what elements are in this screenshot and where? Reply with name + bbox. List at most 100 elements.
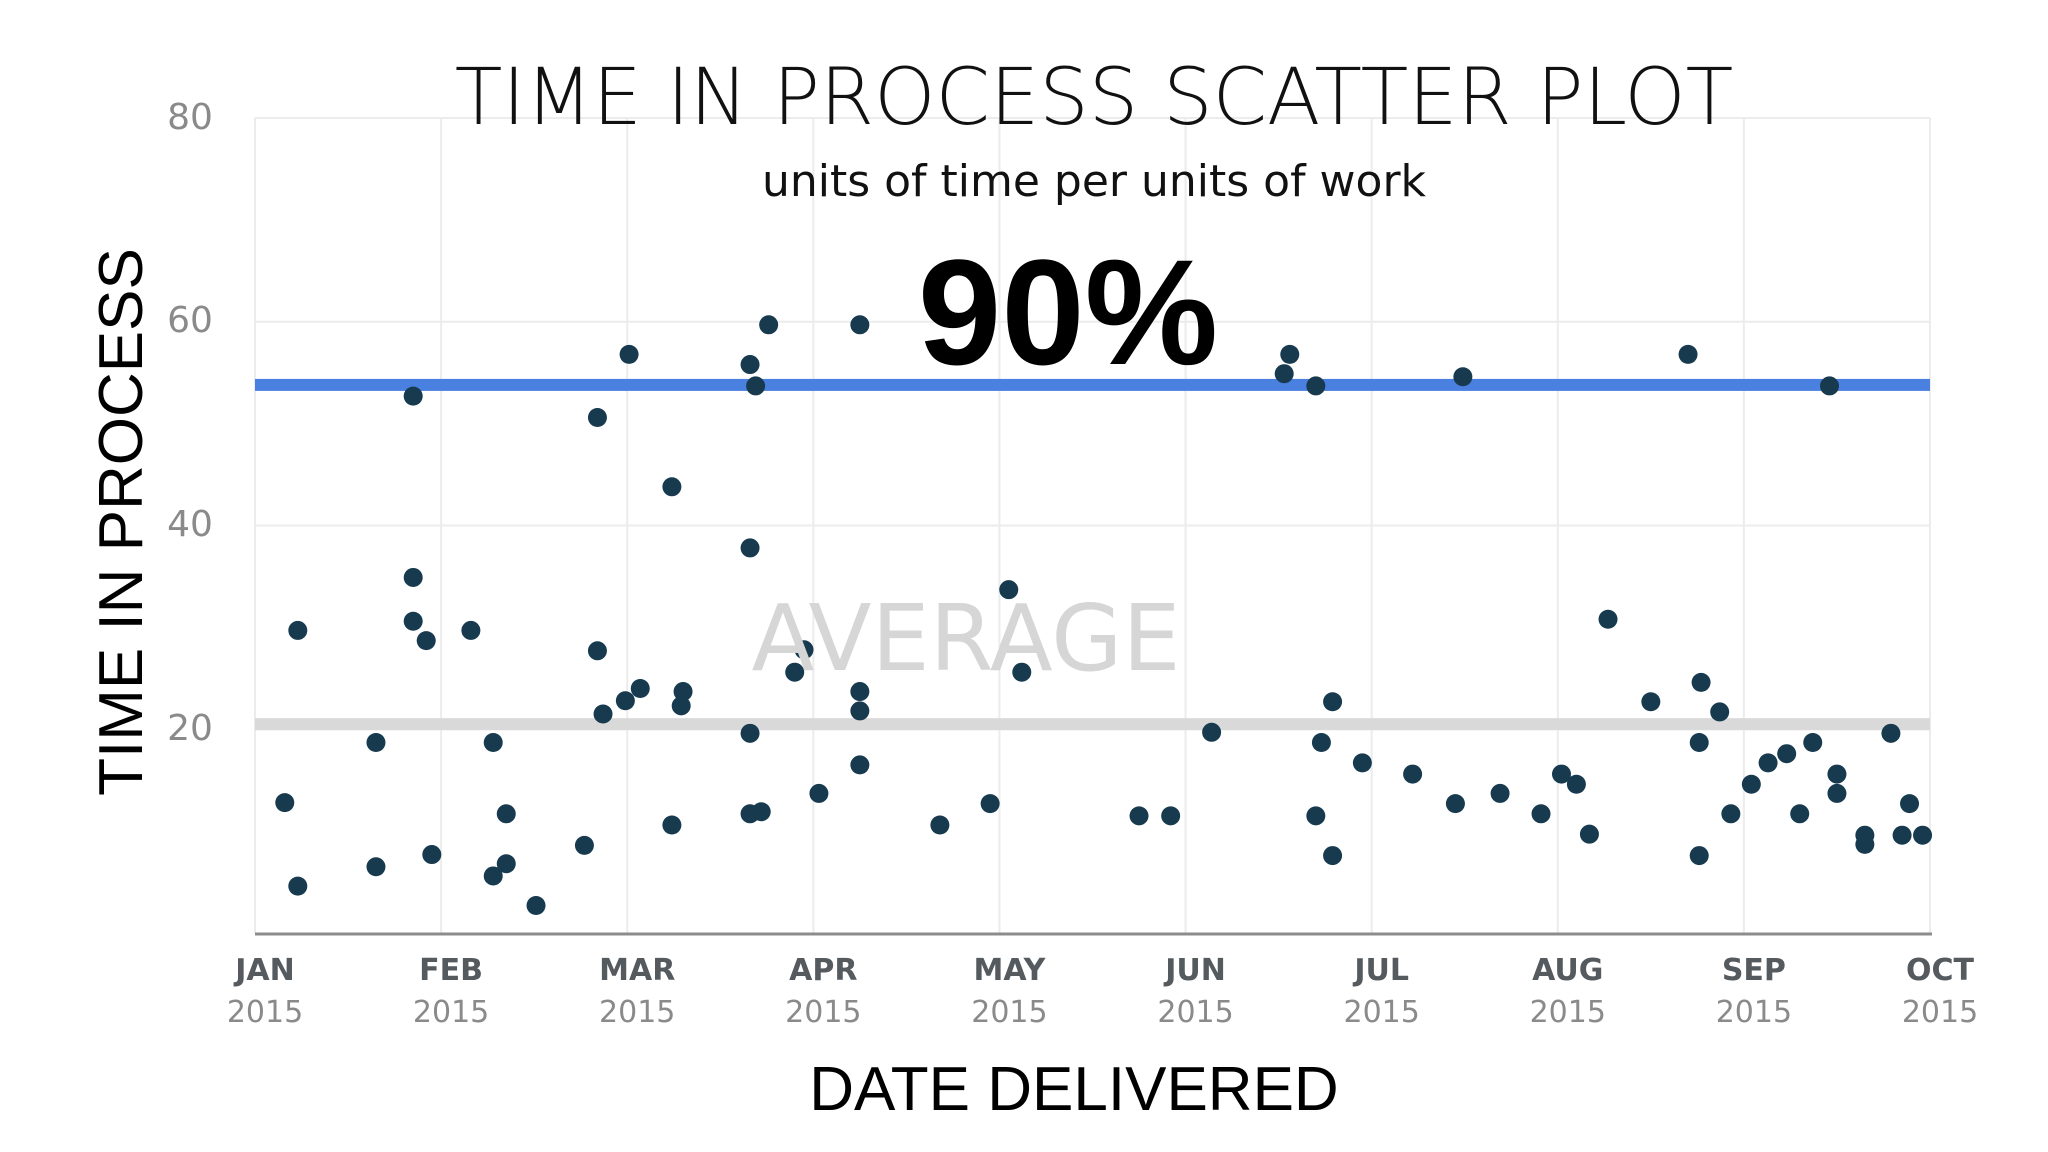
- x-axis-ticks: JAN 2015 FEB 2015 MAR 2015 APR 2015 MAY 2015 JUN 20…: [227, 953, 1978, 1030]
- data-point[interactable]: [496, 804, 516, 824]
- data-point[interactable]: [930, 815, 950, 835]
- data-point[interactable]: [526, 895, 546, 915]
- data-point[interactable]: [850, 682, 870, 702]
- data-point[interactable]: [403, 386, 423, 406]
- data-point[interactable]: [1758, 753, 1778, 773]
- data-point[interactable]: [483, 866, 503, 886]
- data-point[interactable]: [662, 477, 682, 497]
- data-point[interactable]: [1900, 794, 1920, 814]
- data-point[interactable]: [1689, 732, 1709, 752]
- data-point[interactable]: [574, 835, 594, 855]
- average-label: AVERAGE: [751, 585, 1180, 692]
- data-point[interactable]: [1306, 806, 1326, 826]
- data-point[interactable]: [1453, 367, 1473, 387]
- y-tick-60: 60: [167, 300, 213, 341]
- x-tick-month: SEP: [1722, 953, 1786, 988]
- y-axis-title: TIME IN PROCESS: [87, 248, 156, 796]
- data-point[interactable]: [751, 802, 771, 822]
- data-point[interactable]: [1311, 732, 1331, 752]
- x-axis-title: DATE DELIVERED: [809, 1055, 1338, 1124]
- average-line: [255, 718, 1930, 731]
- data-point[interactable]: [1531, 804, 1551, 824]
- data-point[interactable]: [1274, 364, 1294, 384]
- data-point[interactable]: [288, 876, 308, 896]
- data-point[interactable]: [850, 755, 870, 775]
- data-point[interactable]: [630, 679, 650, 698]
- data-point[interactable]: [1790, 804, 1810, 824]
- data-point[interactable]: [1803, 732, 1823, 752]
- data-point[interactable]: [1913, 825, 1933, 845]
- data-point[interactable]: [671, 696, 691, 716]
- data-point[interactable]: [496, 854, 516, 874]
- data-point[interactable]: [619, 344, 639, 364]
- data-point[interactable]: [1598, 609, 1618, 629]
- data-point[interactable]: [403, 611, 423, 631]
- data-point[interactable]: [794, 640, 814, 660]
- data-point[interactable]: [366, 857, 386, 877]
- data-point[interactable]: [1352, 753, 1372, 773]
- data-point[interactable]: [1741, 774, 1761, 794]
- data-point[interactable]: [980, 794, 1000, 814]
- data-point[interactable]: [809, 783, 829, 803]
- data-point[interactable]: [850, 701, 870, 721]
- data-point[interactable]: [483, 732, 503, 752]
- data-point[interactable]: [740, 538, 760, 558]
- data-point[interactable]: [1777, 744, 1797, 764]
- percentile-line: [255, 378, 1930, 391]
- data-point[interactable]: [850, 315, 870, 335]
- data-point[interactable]: [593, 704, 613, 724]
- data-point[interactable]: [275, 793, 295, 813]
- data-point[interactable]: [1678, 344, 1698, 364]
- data-point[interactable]: [615, 691, 635, 711]
- data-point[interactable]: [1445, 794, 1465, 814]
- data-point[interactable]: [587, 641, 607, 661]
- data-point[interactable]: [1881, 723, 1901, 743]
- data-point[interactable]: [999, 580, 1019, 600]
- data-points: [275, 315, 1933, 915]
- data-point[interactable]: [422, 845, 442, 865]
- data-point[interactable]: [1820, 376, 1839, 396]
- x-tick-year: 2015: [1716, 995, 1792, 1030]
- x-tick-year: 2015: [1902, 995, 1978, 1030]
- data-point[interactable]: [461, 620, 481, 640]
- data-point[interactable]: [1161, 806, 1181, 826]
- data-point[interactable]: [366, 732, 386, 752]
- data-point[interactable]: [662, 815, 682, 835]
- data-point[interactable]: [1012, 662, 1032, 682]
- data-point[interactable]: [403, 567, 423, 587]
- data-point[interactable]: [785, 662, 805, 682]
- data-point[interactable]: [1403, 764, 1423, 784]
- data-point[interactable]: [1827, 764, 1847, 784]
- x-tick-month: AUG: [1532, 953, 1603, 988]
- data-point[interactable]: [746, 376, 766, 396]
- data-point[interactable]: [1855, 834, 1875, 854]
- percentile-label: 90%: [918, 228, 1218, 396]
- data-point[interactable]: [759, 315, 779, 335]
- x-tick-year: 2015: [785, 995, 861, 1030]
- data-point[interactable]: [1280, 344, 1300, 364]
- data-point[interactable]: [1129, 806, 1149, 826]
- data-point[interactable]: [1721, 804, 1741, 824]
- data-point[interactable]: [1306, 376, 1326, 396]
- data-point[interactable]: [1691, 672, 1711, 692]
- data-point[interactable]: [1579, 824, 1599, 844]
- data-point[interactable]: [673, 682, 693, 702]
- data-point[interactable]: [1710, 702, 1730, 722]
- data-point[interactable]: [1490, 783, 1510, 803]
- data-point[interactable]: [587, 408, 607, 428]
- data-point[interactable]: [1552, 764, 1571, 784]
- data-point[interactable]: [416, 631, 436, 651]
- data-point[interactable]: [1202, 722, 1222, 742]
- x-tick-year: 2015: [1157, 995, 1233, 1030]
- data-point[interactable]: [1323, 692, 1343, 712]
- data-point[interactable]: [740, 723, 760, 743]
- data-point[interactable]: [1892, 825, 1912, 845]
- data-point[interactable]: [1566, 774, 1586, 794]
- data-point[interactable]: [1323, 846, 1343, 866]
- data-point[interactable]: [1827, 783, 1847, 803]
- x-tick-month: JAN: [233, 953, 295, 988]
- data-point[interactable]: [740, 355, 760, 375]
- data-point[interactable]: [1689, 846, 1709, 866]
- data-point[interactable]: [288, 620, 308, 640]
- data-point[interactable]: [1641, 692, 1661, 712]
